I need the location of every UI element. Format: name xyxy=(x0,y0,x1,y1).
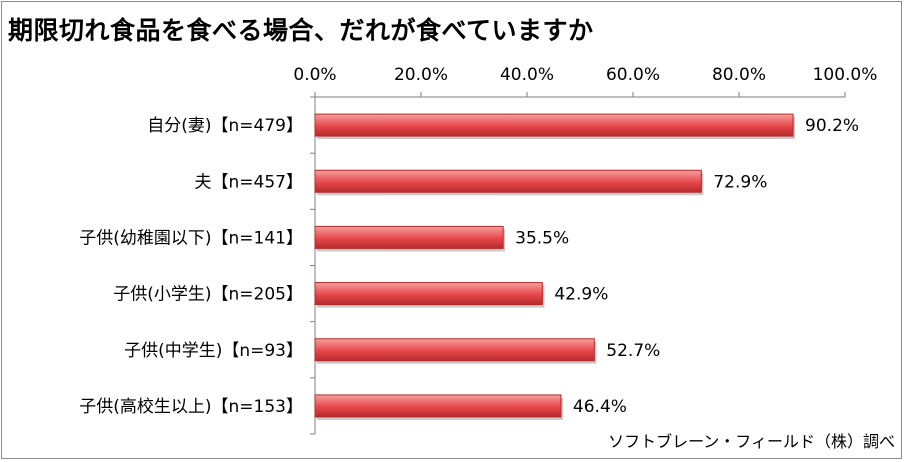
value-label: 35.5% xyxy=(515,228,569,248)
x-tick-label: 100.0% xyxy=(813,65,878,85)
value-label: 90.2% xyxy=(805,116,859,136)
bar xyxy=(314,169,702,193)
bar xyxy=(314,338,595,362)
bar xyxy=(314,394,562,418)
value-label: 52.7% xyxy=(606,341,660,361)
value-label: 72.9% xyxy=(713,172,767,192)
value-label: 42.9% xyxy=(554,285,608,305)
x-tick-label: 60.0% xyxy=(606,65,660,85)
category-label: 夫【n=457】 xyxy=(195,172,303,192)
x-tick-label: 20.0% xyxy=(394,65,448,85)
bar xyxy=(314,225,504,249)
source-note: ソフトブレーン・フィールド（株）調べ xyxy=(608,432,895,451)
value-label: 46.4% xyxy=(573,397,627,417)
x-tick-label: 40.0% xyxy=(500,65,554,85)
category-label: 子供(小学生)【n=205】 xyxy=(113,285,303,305)
bar xyxy=(314,113,794,137)
category-label: 子供(幼稚園以下)【n=141】 xyxy=(79,228,303,248)
category-label: 自分(妻)【n=479】 xyxy=(147,116,303,136)
x-tick-label: 0.0% xyxy=(293,65,336,85)
x-tick-label: 80.0% xyxy=(712,65,766,85)
category-label: 子供(高校生以上)【n=153】 xyxy=(79,397,303,417)
bar xyxy=(314,282,543,306)
chart-title: 期限切れ食品を食べる場合、だれが食べていますか xyxy=(8,16,594,45)
category-label: 子供(中学生)【n=93】 xyxy=(124,341,303,361)
